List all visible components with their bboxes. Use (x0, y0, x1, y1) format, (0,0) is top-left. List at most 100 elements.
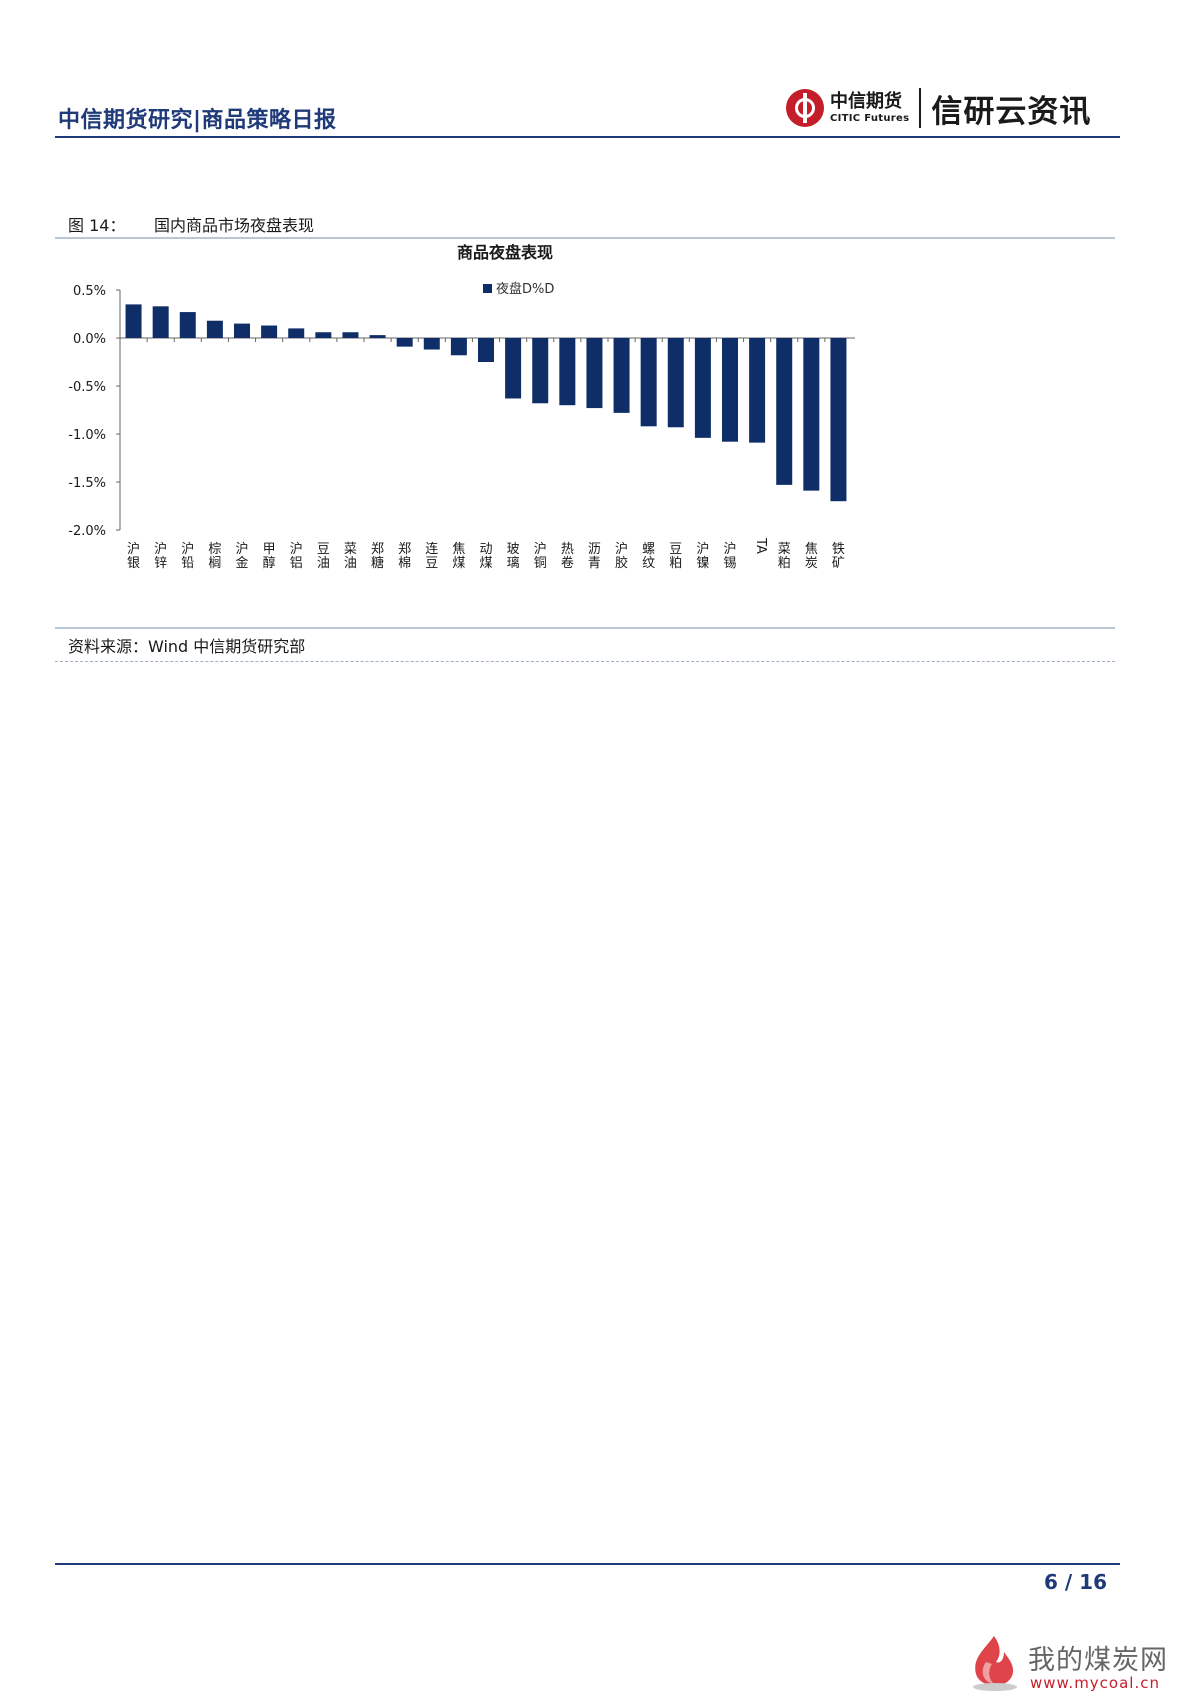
bar (369, 335, 386, 338)
figure-caption: 图 14： 国内商品市场夜盘表现 (68, 212, 314, 236)
header-rule (55, 136, 1120, 138)
bar (749, 338, 766, 443)
x-tick-label: 菜油 (344, 542, 357, 571)
footer-rule (55, 1563, 1120, 1565)
x-tick-label-char: 矿 (832, 556, 845, 571)
bar (803, 338, 820, 491)
logo-text: 中信期货 CITIC Futures (830, 90, 910, 124)
x-tick-label-char: 豆 (669, 542, 682, 557)
bar (505, 338, 522, 399)
bar (667, 338, 684, 428)
x-tick-label-char: 锌 (154, 556, 167, 571)
x-tick-label: 豆油 (317, 542, 330, 571)
x-tick-label: 沪铝 (290, 541, 303, 571)
x-tick-label-char: 镍 (696, 556, 709, 571)
y-tick-label: -0.5% (68, 380, 106, 395)
x-tick-label-char: 棉 (398, 556, 411, 571)
x-tick-label-char: 醇 (263, 555, 276, 571)
x-tick-label-char: 热 (561, 542, 574, 557)
bar (478, 338, 494, 362)
x-tick-label-char: 焦 (805, 542, 818, 557)
x-tick-label-char: 青 (588, 556, 601, 571)
logo-en: CITIC Futures (830, 112, 910, 124)
bar (342, 332, 359, 338)
x-tick-label: 沪胶 (615, 541, 628, 571)
flame-logo-icon (973, 1636, 1017, 1691)
y-tick-label: 0.5% (73, 284, 106, 299)
chart-title: 商品夜盘表现 (457, 243, 553, 262)
chart-legend: 夜盘D%D (483, 281, 554, 297)
x-tick-label-char: 菜 (344, 542, 357, 557)
bar (288, 328, 305, 338)
x-tick-label-char: 榈 (208, 556, 221, 571)
x-tick-label-char: 豆 (425, 556, 438, 571)
bar (179, 312, 196, 338)
x-tick-label-char: 油 (344, 556, 357, 571)
bar-chart: 商品夜盘表现 夜盘D%D 0.5% 0.0% -0.5% -1.0% -1.5% -2.0… (68, 243, 855, 571)
x-tick-label: 焦炭 (805, 542, 818, 571)
x-tick-label: 铁矿 (832, 542, 845, 571)
x-tick-label: 豆粕 (669, 542, 682, 571)
bar (640, 338, 657, 427)
x-tick-label: 郑糖 (371, 542, 384, 571)
y-tick-label: 0.0% (73, 332, 106, 347)
x-tick-label: 螺纹 (642, 542, 655, 571)
x-tick-label-char: 玻 (507, 542, 520, 557)
x-tick-label-char: 沪 (127, 541, 140, 557)
figure-rule-top (55, 237, 1115, 239)
x-tick-label-char: 糖 (371, 555, 384, 571)
bar (125, 304, 142, 338)
x-tick-label-char: 锡 (723, 556, 736, 571)
bar (152, 306, 169, 338)
legend-label: 夜盘D%D (496, 281, 554, 297)
watermark-name: 我的煤炭网 (1028, 1645, 1168, 1676)
x-tick-label: 沪铜 (534, 541, 547, 571)
x-tick-label-char: 豆 (317, 542, 330, 557)
x-tick-label-char: 铁 (832, 542, 845, 557)
x-tick-label-char: 煤 (452, 556, 465, 571)
x-tick-label-char: 粕 (778, 556, 791, 571)
x-tick-label-char: 璃 (507, 556, 520, 571)
x-tick-label: 菜粕 (778, 542, 791, 571)
x-tick-label-char: 沪 (235, 541, 248, 557)
x-tick-label-char: 沪 (290, 541, 303, 557)
y-tick-label: -1.0% (68, 428, 106, 443)
figure-title: 国内商品市场夜盘表现 (154, 216, 315, 235)
page-number: 6 / 16 (1044, 1570, 1107, 1594)
bar (532, 338, 549, 404)
bar (423, 338, 440, 350)
bar (722, 338, 738, 442)
x-tick-label-char: 焦 (452, 542, 465, 557)
figure-number: 图 14： (68, 216, 126, 235)
x-tick-label-char: 菜 (778, 542, 791, 557)
x-tick-label-char: 沪 (534, 541, 547, 557)
x-tick-label-char: 沪 (723, 541, 736, 557)
bar (396, 338, 413, 347)
y-tick-label: -1.5% (68, 476, 106, 491)
x-tick-label: 沪锡 (723, 541, 736, 571)
x-tick-label-char: 郑 (398, 542, 411, 557)
legend-swatch (483, 284, 492, 293)
bar (234, 323, 250, 338)
bar (261, 325, 278, 338)
watermark-url: www.mycoal.cn (1030, 1674, 1160, 1692)
logo-cn: 中信期货 (830, 90, 902, 112)
x-tick-label: 连豆 (425, 541, 438, 571)
bar (586, 338, 603, 409)
bar (613, 338, 630, 413)
x-axis-labels: 沪银沪锌沪铅棕榈沪金甲醇沪铝豆油菜油郑糖郑棉连豆焦煤动煤玻璃沪铜热卷沥青沪胶螺纹… (127, 537, 845, 571)
x-tick-label: 玻璃 (507, 542, 520, 571)
x-tick-label: 焦煤 (452, 542, 465, 571)
x-tick-label-char: 卷 (561, 555, 574, 571)
x-tick-label: 沪铅 (181, 541, 194, 571)
x-tick-label-char: 炭 (805, 556, 818, 571)
x-tick-label: 沥青 (588, 542, 601, 571)
x-tick-label-char: 煤 (479, 556, 492, 571)
x-tick-label: 动煤 (479, 542, 492, 571)
bar (830, 338, 847, 502)
brand-name: 信研云资讯 (931, 93, 1092, 130)
x-tick-label-char: 动 (479, 542, 492, 557)
x-tick-label-char: 甲 (263, 542, 276, 557)
x-tick-label: 热卷 (561, 542, 574, 571)
bar (559, 338, 576, 406)
